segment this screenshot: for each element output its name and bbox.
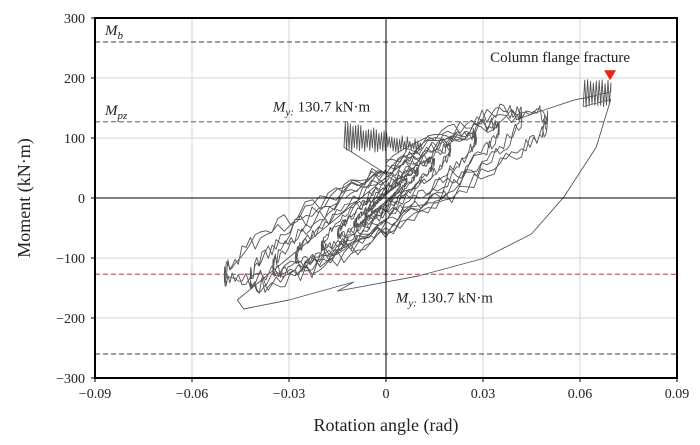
axes xyxy=(91,17,678,382)
hysteresis-path xyxy=(223,79,612,310)
x-tick-label: −0.06 xyxy=(176,387,208,402)
my-upper-annotation: My: 130.7 kN·m xyxy=(272,100,371,119)
tick-labels: −0.09 −0.06 −0.03 0 0.03 0.06 0.09 −300 −200 −100… xyxy=(56,12,689,402)
fracture-marker xyxy=(604,70,617,81)
fracture-label: Column flange fracture xyxy=(490,50,630,66)
y-tick-label: 200 xyxy=(64,72,85,87)
x-tick-label: 0.03 xyxy=(471,387,496,402)
reference-line-label: Mpz xyxy=(104,103,128,122)
y-tick-label: −200 xyxy=(56,312,85,327)
x-tick-label: −0.03 xyxy=(273,387,305,402)
reference-line-label: Mb xyxy=(104,23,124,42)
y-tick-label: 0 xyxy=(78,192,85,207)
y-axis-title: Moment (kN·m) xyxy=(14,138,35,257)
y-tick-label: −300 xyxy=(56,372,85,387)
hysteresis-curve xyxy=(223,79,612,310)
x-tick-label: 0.06 xyxy=(568,387,593,402)
y-tick-label: −100 xyxy=(56,252,85,267)
annotations: Mb Mpz My: 130.7 kN·m My: 130.7 kN·m Column … xyxy=(104,23,630,309)
y-tick-label: 100 xyxy=(64,132,85,147)
x-tick-label: −0.09 xyxy=(79,387,111,402)
x-axis-title: Rotation angle (rad) xyxy=(314,415,459,436)
y-tick-label: 300 xyxy=(64,12,85,27)
my-lower-annotation: My: 130.7 kN·m xyxy=(395,290,494,309)
x-tick-label: 0.09 xyxy=(665,387,690,402)
x-tick-label: 0 xyxy=(383,387,390,402)
